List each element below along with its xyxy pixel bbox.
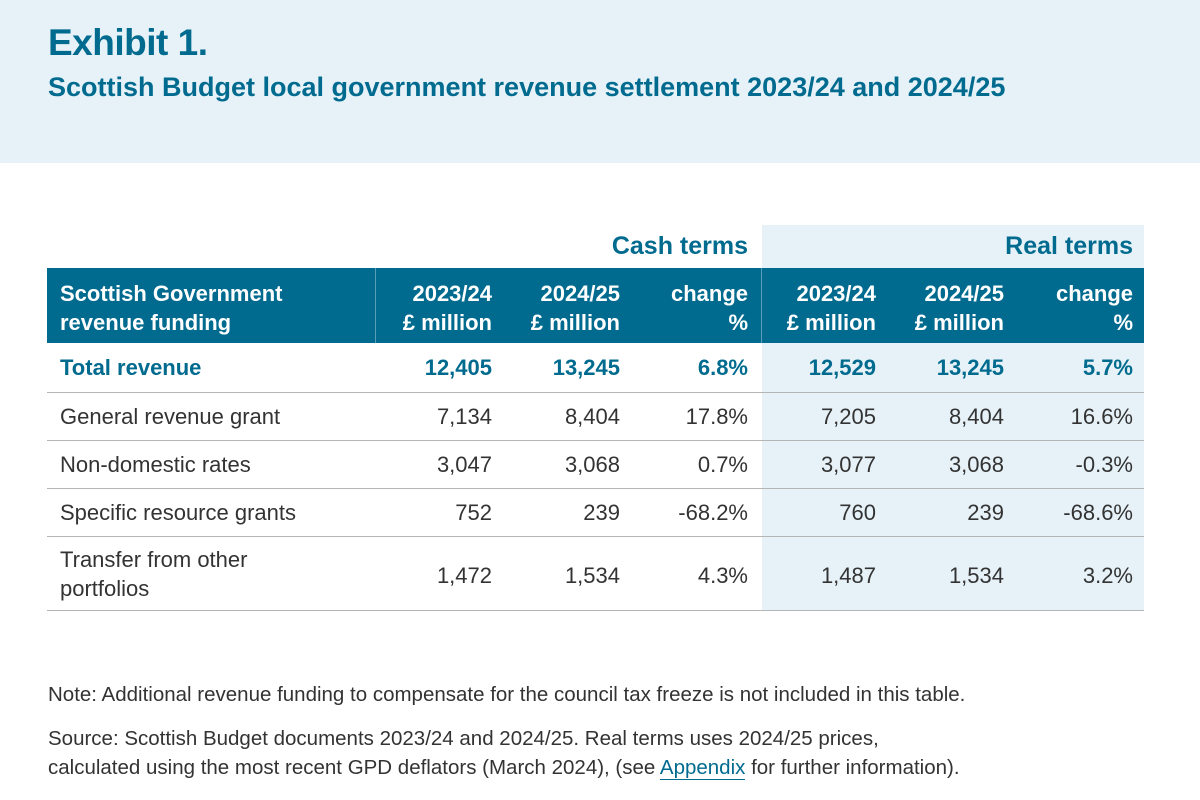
column-divider bbox=[761, 268, 762, 343]
cell-cash-change: 4.3% bbox=[697, 563, 748, 588]
row-label: Transfer from other portfolios bbox=[60, 545, 247, 603]
cell-cash-2023-24: 3,047 bbox=[436, 452, 492, 477]
cell-cash-change: 0.7% bbox=[697, 452, 748, 477]
cell-cash-change: -68.2% bbox=[678, 500, 748, 525]
cell-cash-change: 17.8% bbox=[685, 404, 748, 429]
cell-real-2024-25: 1,534 bbox=[948, 563, 1004, 588]
cell-real-2024-25: 13,245 bbox=[936, 355, 1004, 380]
row-label: Total revenue bbox=[60, 355, 202, 380]
row-label-line: Transfer from other bbox=[60, 547, 248, 572]
source-note: Source: Scottish Budget documents 2023/2… bbox=[48, 724, 960, 782]
cell-cash-2024-25: 239 bbox=[583, 500, 620, 525]
header-real-2023-24: 2023/24 £ million bbox=[762, 279, 876, 337]
header-cash-2024-25: 2024/25 £ million bbox=[507, 279, 620, 337]
cell-real-change: 16.6% bbox=[1070, 404, 1133, 429]
header-line: 2023/24 bbox=[796, 281, 876, 306]
column-divider bbox=[375, 268, 376, 343]
cell-cash-2024-25: 3,068 bbox=[564, 452, 620, 477]
cash-terms-group-header: Cash terms bbox=[611, 232, 748, 260]
cell-cash-2024-25: 8,404 bbox=[564, 404, 620, 429]
header-cash-change: change % bbox=[637, 279, 748, 337]
row-label: General revenue grant bbox=[60, 404, 281, 429]
table-note: Note: Additional revenue funding to comp… bbox=[48, 683, 966, 706]
cell-real-2023-24: 7,205 bbox=[820, 404, 876, 429]
cell-real-2023-24: 12,529 bbox=[808, 355, 876, 380]
header-label-line: Scottish Government bbox=[60, 281, 283, 306]
table-header-row: Scottish Government revenue funding 2023… bbox=[47, 268, 1144, 343]
real-terms-group-header: Real terms bbox=[1005, 232, 1133, 260]
cell-cash-2023-24: 1,472 bbox=[436, 563, 492, 588]
exhibit-header: Exhibit 1. Scottish Budget local governm… bbox=[0, 0, 1200, 163]
table-row-total: Total revenue 12,405 13,245 6.8% 12,529 … bbox=[47, 343, 1144, 393]
source-text: calculated using the most recent GPD def… bbox=[48, 756, 660, 779]
exhibit-title: Scottish Budget local government revenue… bbox=[48, 72, 1006, 102]
cell-real-2024-25: 239 bbox=[967, 500, 1004, 525]
cell-cash-change: 6.8% bbox=[697, 355, 748, 380]
cell-cash-2023-24: 12,405 bbox=[424, 355, 492, 380]
cell-cash-2024-25: 1,534 bbox=[564, 563, 620, 588]
table-row: Transfer from other portfolios 1,472 1,5… bbox=[47, 537, 1144, 611]
header-real-change: change % bbox=[1017, 279, 1133, 337]
source-line: Source: Scottish Budget documents 2023/2… bbox=[48, 727, 879, 750]
row-divider bbox=[47, 610, 1144, 611]
header-line: change bbox=[1055, 281, 1133, 306]
cell-real-change: -0.3% bbox=[1075, 452, 1133, 477]
cell-cash-2024-25: 13,245 bbox=[552, 355, 620, 380]
cell-real-2024-25: 3,068 bbox=[948, 452, 1004, 477]
header-line: 2024/25 bbox=[924, 281, 1004, 306]
table-row: Specific resource grants 752 239 -68.2% … bbox=[47, 489, 1144, 537]
header-line: £ million bbox=[914, 310, 1004, 335]
row-divider bbox=[47, 392, 1144, 393]
header-line: £ million bbox=[402, 310, 492, 335]
table-row: General revenue grant 7,134 8,404 17.8% … bbox=[47, 393, 1144, 441]
header-line: change bbox=[670, 281, 748, 306]
header-cash-2023-24: 2023/24 £ million bbox=[377, 279, 492, 337]
source-line: calculated using the most recent GPD def… bbox=[48, 753, 960, 782]
header-label-line: revenue funding bbox=[60, 310, 232, 335]
cell-cash-2023-24: 752 bbox=[455, 500, 492, 525]
header-real-2024-25: 2024/25 £ million bbox=[892, 279, 1004, 337]
header-line: £ million bbox=[530, 310, 620, 335]
header-line: 2024/25 bbox=[540, 281, 620, 306]
source-text: for further information). bbox=[745, 756, 960, 779]
row-divider bbox=[47, 440, 1144, 441]
row-label-line: portfolios bbox=[60, 576, 150, 601]
header-line: 2023/24 bbox=[412, 281, 492, 306]
row-label: Specific resource grants bbox=[60, 500, 296, 525]
header-line: £ million bbox=[786, 310, 876, 335]
header-line: % bbox=[1113, 310, 1133, 335]
table-row: Non-domestic rates 3,047 3,068 0.7% 3,07… bbox=[47, 441, 1144, 489]
appendix-link[interactable]: Appendix bbox=[659, 756, 746, 780]
cell-real-change: 5.7% bbox=[1082, 355, 1133, 380]
cell-real-2023-24: 760 bbox=[839, 500, 876, 525]
header-revenue-funding: Scottish Government revenue funding bbox=[60, 279, 360, 337]
row-divider bbox=[47, 536, 1144, 537]
row-label: Non-domestic rates bbox=[60, 452, 251, 477]
header-line: % bbox=[728, 310, 748, 335]
cell-cash-2023-24: 7,134 bbox=[436, 404, 492, 429]
exhibit-label: Exhibit 1. bbox=[48, 22, 208, 63]
row-divider bbox=[47, 488, 1144, 489]
cell-real-change: -68.6% bbox=[1063, 500, 1133, 525]
cell-real-2023-24: 3,077 bbox=[820, 452, 876, 477]
cell-real-2023-24: 1,487 bbox=[820, 563, 876, 588]
cell-real-change: 3.2% bbox=[1082, 563, 1133, 588]
cell-real-2024-25: 8,404 bbox=[948, 404, 1004, 429]
